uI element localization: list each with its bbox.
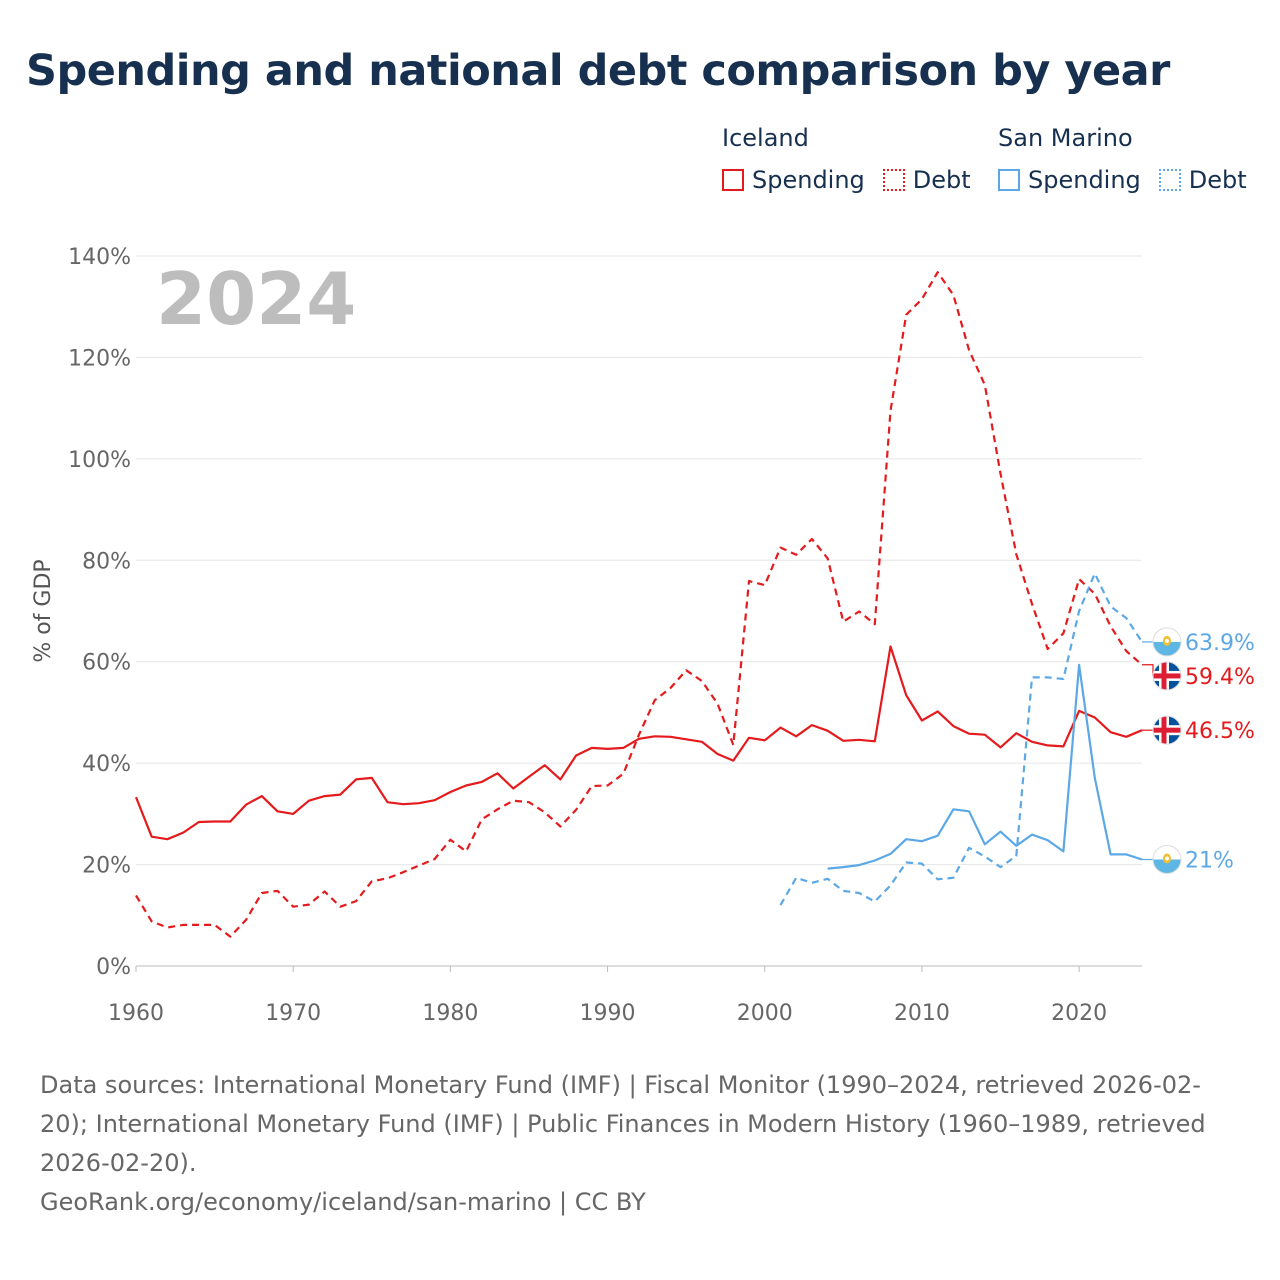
- y-axis: 0% 20% 40% 60% 80% 100% 120% 140%: [68, 245, 131, 980]
- y-axis-label: % of GDP: [31, 559, 56, 662]
- x-axis: 1960 1970 1980 1990 2000 2010 2020: [108, 966, 1107, 1026]
- san-marino-flag-icon: [1152, 627, 1182, 657]
- y-tick-label: 140%: [68, 245, 131, 270]
- leader-line: [1142, 664, 1154, 676]
- legend-label: Spending: [1028, 166, 1141, 194]
- series-line-iceland-spending[interactable]: [134, 645, 1143, 841]
- chart-title: Spending and national debt comparison by…: [26, 46, 1170, 96]
- credit-link[interactable]: GeoRank.org/economy/iceland/san-marino |…: [40, 1188, 646, 1216]
- x-tick-label: 1990: [580, 1001, 636, 1026]
- year-watermark: 2024: [156, 257, 356, 341]
- iceland-flag-icon: [1152, 661, 1182, 691]
- gridlines: [136, 255, 1142, 967]
- iceland-flag-icon: [1152, 715, 1182, 745]
- end-value-label-san-marino-spending: 21%: [1185, 849, 1234, 874]
- end-value-label-iceland-debt: 59.4%: [1185, 665, 1255, 690]
- legend-label: Debt: [1188, 166, 1247, 194]
- x-tick-label: 1970: [265, 1001, 321, 1026]
- data-sources: Data sources: International Monetary Fun…: [40, 1071, 1206, 1177]
- series-lines: [134, 271, 1143, 938]
- legend-label: Spending: [752, 166, 865, 194]
- x-tick-label: 1980: [422, 1001, 478, 1026]
- line-chart: 0%20%40%60%80%100%120%140% 1960 1970 1980 1…: [31, 245, 1255, 1026]
- y-tick-label: 60%: [82, 651, 131, 676]
- end-markers: 63.9% 59.4% 46.5% 21%: [1142, 627, 1255, 874]
- y-tick-label: 0%: [96, 955, 131, 980]
- legend-item-iceland-spending[interactable]: Spending: [722, 166, 865, 194]
- y-tick-label: 20%: [82, 854, 131, 879]
- footer: Data sources: International Monetary Fun…: [40, 1066, 1240, 1222]
- legend-group-san-marino: San Marino Spending Debt: [998, 124, 1247, 194]
- legend-swatch-dotted-icon: [882, 169, 905, 191]
- legend-item-iceland-debt[interactable]: Debt: [882, 166, 971, 194]
- x-tick-label: 2010: [894, 1001, 950, 1026]
- legend-item-san-marino-debt[interactable]: Debt: [1158, 166, 1247, 194]
- series-line-san-marino-debt[interactable]: [779, 572, 1143, 906]
- x-tick-label: 2020: [1051, 1001, 1107, 1026]
- end-value-label-san-marino-debt: 63.9%: [1185, 631, 1255, 656]
- san-marino-flag-icon: [1152, 845, 1182, 874]
- legend-swatch-dotted-icon: [1158, 169, 1181, 191]
- series-line-iceland-debt[interactable]: [135, 271, 1143, 938]
- legend-swatch-solid-icon: [722, 169, 744, 191]
- legend-group-iceland: Iceland Spending Debt: [722, 124, 989, 194]
- y-tick-label: 80%: [82, 549, 131, 574]
- legend-heading-iceland: Iceland: [722, 124, 809, 152]
- y-tick-label: 120%: [68, 346, 131, 371]
- legend-item-san-marino-spending[interactable]: Spending: [998, 166, 1141, 194]
- legend-label: Debt: [912, 166, 971, 194]
- legend-heading-san-marino: San Marino: [998, 124, 1133, 152]
- x-tick-label: 1960: [108, 1001, 164, 1026]
- legend-swatch-solid-icon: [998, 169, 1020, 191]
- y-tick-label: 40%: [82, 752, 131, 777]
- y-tick-label: 100%: [68, 448, 131, 473]
- end-value-label-iceland-spending: 46.5%: [1185, 719, 1255, 744]
- x-tick-label: 2000: [737, 1001, 793, 1026]
- series-line-san-marino-spending[interactable]: [827, 663, 1143, 870]
